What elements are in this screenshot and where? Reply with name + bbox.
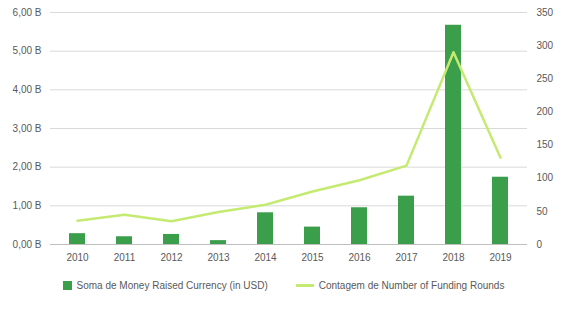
svg-text:200: 200 [537,106,554,117]
svg-text:2012: 2012 [160,252,183,263]
svg-text:2010: 2010 [66,252,89,263]
svg-text:2016: 2016 [348,252,371,263]
svg-text:2,00 B: 2,00 B [13,161,42,172]
svg-text:4,00 B: 4,00 B [13,84,42,95]
svg-text:50: 50 [537,206,549,217]
html-text:Soma de Money Raised Currency: Soma de Money Raised Currency (in USD) [76,280,268,291]
svg-text:100: 100 [537,172,554,183]
svg-text:350: 350 [537,7,554,18]
svg-text:250: 250 [537,73,554,84]
svg-text:2015: 2015 [301,252,324,263]
svg-text:0,00 B: 0,00 B [13,239,42,250]
svg-text:150: 150 [537,139,554,150]
svg-text:2011: 2011 [114,252,136,263]
html-text:Contagem de Number of Funding: Contagem de Number of Funding Rounds [318,280,505,291]
svg-text:2014: 2014 [254,252,277,263]
svg-text:2018: 2018 [442,252,465,263]
svg-text:2017: 2017 [395,252,418,263]
svg-text:5,00 B: 5,00 B [13,45,42,56]
svg-text:300: 300 [537,40,554,51]
svg-text:2013: 2013 [207,252,230,263]
svg-text:0: 0 [537,239,543,250]
svg-text:2019: 2019 [489,252,512,263]
svg-text:1,00 B: 1,00 B [13,200,42,211]
svg-text:6,00 B: 6,00 B [13,7,42,18]
svg-text:3,00 B: 3,00 B [13,123,42,134]
